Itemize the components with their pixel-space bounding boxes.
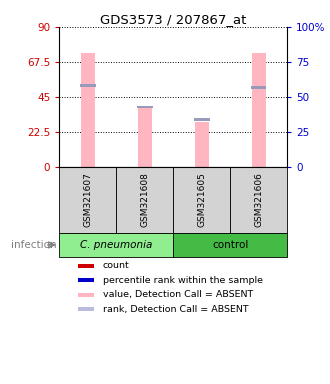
Text: GSM321607: GSM321607 <box>83 172 92 227</box>
Bar <box>251 53 266 167</box>
Bar <box>137 106 152 108</box>
Bar <box>78 307 94 311</box>
Text: control: control <box>212 240 248 250</box>
Bar <box>195 122 209 167</box>
Bar <box>59 167 116 233</box>
Bar <box>78 293 94 297</box>
Bar <box>78 264 94 268</box>
Text: GSM321608: GSM321608 <box>140 172 149 227</box>
Text: GSM321606: GSM321606 <box>254 172 263 227</box>
Bar <box>251 86 266 89</box>
Bar <box>173 167 230 233</box>
Bar <box>194 118 210 121</box>
Text: infection: infection <box>11 240 56 250</box>
Text: count: count <box>103 262 129 270</box>
Bar <box>116 167 173 233</box>
Text: rank, Detection Call = ABSENT: rank, Detection Call = ABSENT <box>103 305 248 314</box>
Text: C. pneumonia: C. pneumonia <box>80 240 152 250</box>
Bar <box>173 233 287 257</box>
Text: value, Detection Call = ABSENT: value, Detection Call = ABSENT <box>103 290 253 299</box>
Bar <box>138 106 152 167</box>
Bar <box>80 84 96 86</box>
Bar <box>81 53 95 167</box>
Bar <box>230 167 287 233</box>
Bar <box>59 233 173 257</box>
Bar <box>78 278 94 282</box>
Text: percentile rank within the sample: percentile rank within the sample <box>103 276 263 285</box>
Title: GDS3573 / 207867_at: GDS3573 / 207867_at <box>100 13 247 26</box>
Text: GSM321605: GSM321605 <box>197 172 206 227</box>
